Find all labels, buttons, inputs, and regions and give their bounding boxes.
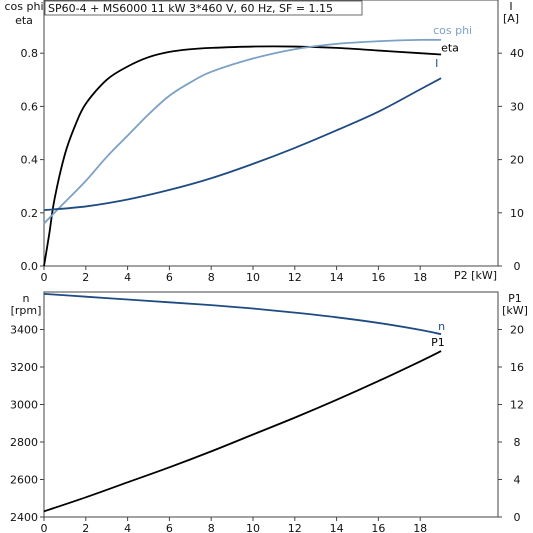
bottom-right-axis-label-line2: [kW]: [502, 304, 528, 317]
series-line-cos-phi: [43, 38, 442, 225]
y-left-tick-label: 3200: [10, 361, 38, 374]
y-right-tick-label: 40: [510, 47, 524, 60]
series-label-i: I: [435, 57, 438, 70]
x-tick-label: 16: [371, 522, 385, 533]
x-tick-label: 18: [413, 522, 427, 533]
bottom-left-axis-label-line1: n: [23, 292, 30, 305]
y-right-tick-label: 0: [514, 260, 521, 273]
x-tick-label: 8: [208, 271, 215, 284]
left-axis-label-line1: cos phi: [4, 0, 43, 13]
title-box: [44, 0, 363, 16]
x-tick-label: 14: [330, 271, 344, 284]
efficiency-current-panel: SP60-4 + MS6000 11 kW 3*460 V, 60 Hz, SF…: [4, 0, 524, 284]
x-tick-label: 4: [124, 271, 131, 284]
series-line-eta: [43, 45, 442, 267]
series-label-eta: eta: [441, 42, 459, 55]
top-series-lines: eta cos phi I: [43, 24, 472, 267]
x-tick-label: 4: [124, 522, 131, 533]
top-axes-ticks: 0 2 4 6 8 10 12 14 16 18 0.0 0.2 0.4 0.6 0.8 0 10 20 30 40: [21, 47, 525, 284]
x-tick-label: 6: [166, 271, 173, 284]
x-tick-label: 14: [330, 522, 344, 533]
speed-power-panel: n [rpm] P1 [kW] 0 2 4 6 8 10 12 14 16 18 2400 2600 2…: [10, 291, 528, 533]
y-right-tick-label: 30: [510, 100, 524, 113]
x-axis-label: P2 [kW]: [454, 269, 497, 282]
x-tick-label: 6: [166, 522, 173, 533]
y-right-tick-label: 10: [510, 207, 524, 220]
y-left-tick-label: 2800: [10, 436, 38, 449]
y-left-tick-label: 2600: [10, 474, 38, 487]
bottom-left-axis-label-line2: [rpm]: [11, 304, 42, 317]
y-right-tick-label: 4: [514, 474, 521, 487]
x-tick-label: 10: [246, 271, 260, 284]
y-right-tick-label: 20: [510, 154, 524, 167]
right-axis-label-line2: [A]: [503, 12, 519, 25]
y-right-tick-label: 12: [510, 399, 524, 412]
y-left-tick-label: 0.6: [21, 100, 39, 113]
bottom-right-axis-label-line1: P1: [508, 292, 522, 305]
y-left-tick-label: 2400: [10, 511, 38, 524]
y-left-tick-label: 3000: [10, 399, 38, 412]
x-tick-label: 0: [41, 522, 48, 533]
y-right-tick-label: 16: [510, 361, 524, 374]
y-right-tick-label: 8: [514, 436, 521, 449]
right-axis-label-line1: I: [509, 0, 512, 13]
y-right-tick-label: 0: [514, 511, 521, 524]
x-tick-label: 8: [208, 522, 215, 533]
x-tick-label: 18: [413, 271, 427, 284]
y-left-tick-label: 0.4: [21, 154, 39, 167]
y-right-tick-label: 20: [510, 324, 524, 337]
chart-title: SP60-4 + MS6000 11 kW 3*460 V, 60 Hz, SF…: [48, 2, 333, 15]
y-left-tick-label: 0.8: [21, 47, 39, 60]
bottom-axes-ticks: 0 2 4 6 8 10 12 14 16 18 2400 2600 2800 3000 3200 3400 0…: [10, 324, 524, 533]
bottom-plot-frame: [43, 291, 499, 518]
x-tick-label: 12: [288, 522, 302, 533]
series-label-p1: P1: [431, 336, 445, 349]
left-axis-label-line2: eta: [15, 14, 33, 27]
x-tick-label: 2: [82, 522, 89, 533]
series-label-cos-phi: cos phi: [433, 24, 472, 37]
series-label-n: n: [438, 320, 445, 333]
y-left-tick-label: 3400: [10, 324, 38, 337]
series-line-n: [43, 292, 442, 336]
top-plot-frame: [43, 0, 499, 267]
x-tick-label: 12: [288, 271, 302, 284]
x-tick-label: 16: [371, 271, 385, 284]
series-line-p1: [43, 350, 442, 513]
y-left-tick-label: 0.2: [21, 207, 39, 220]
x-tick-label: 10: [246, 522, 260, 533]
bottom-series-lines: n P1: [43, 292, 445, 513]
series-line-i: [43, 77, 442, 212]
x-tick-label: 0: [41, 271, 48, 284]
x-tick-label: 2: [82, 271, 89, 284]
y-left-tick-label: 0.0: [21, 260, 39, 273]
